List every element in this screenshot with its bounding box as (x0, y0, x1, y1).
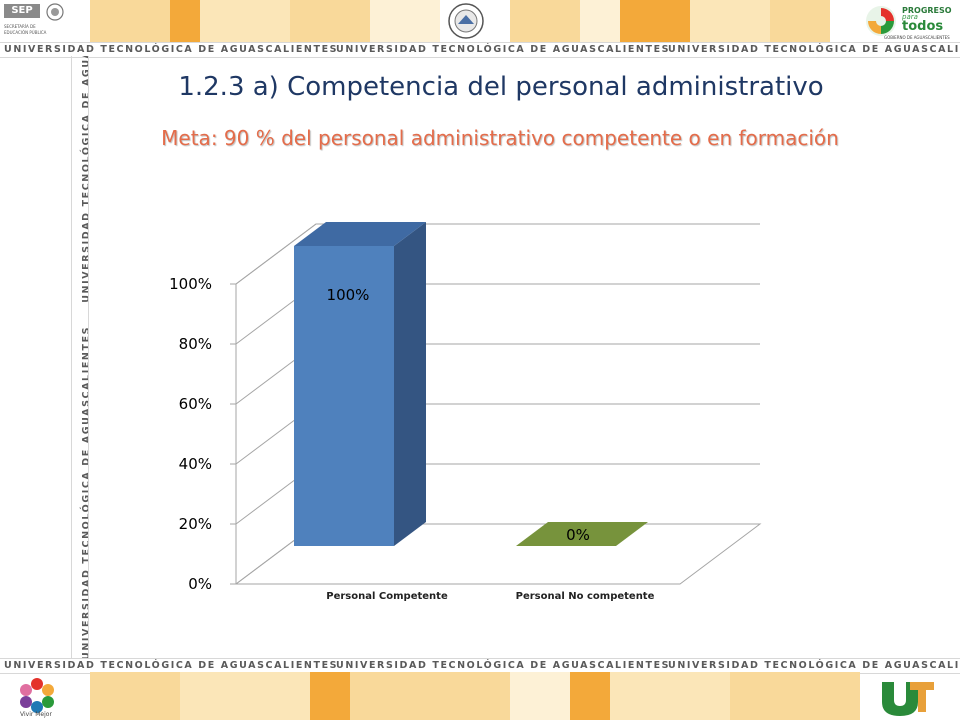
eagle-seal-icon (46, 3, 64, 21)
y-tick-label: 0% (188, 575, 212, 593)
bottom-banner (0, 672, 960, 720)
slide-subtitle: Meta: 90 % del personal administrativo c… (161, 126, 839, 150)
banner-tile (570, 672, 610, 720)
banner-tile (170, 0, 200, 42)
banner-tile (580, 0, 620, 42)
top-banner (0, 0, 960, 42)
progreso-line3: todos (902, 19, 944, 34)
banner-tile (770, 0, 830, 42)
bar-side (394, 222, 426, 546)
banner-tile (510, 672, 570, 720)
sep-logo-text: SEP (4, 4, 40, 18)
top-text-strip: UNIVERSIDAD TECNOLÓGICA DE AGUASCALIENTE… (0, 42, 960, 58)
data-label: 100% (327, 286, 370, 304)
y-tick-label: 80% (179, 335, 212, 353)
progreso-line2: para (902, 13, 918, 21)
banner-text: UNIVERSIDAD TECNOLÓGICA DE AGUASCALIENTE… (4, 44, 339, 55)
progreso-logo: PROGRESO para todos GOBIERNO DE AGUASCAL… (862, 2, 956, 42)
y-tick-label: 100% (169, 275, 212, 293)
banner-text: UNIVERSIDAD TECNOLÓGICA DE AGUASCALIENTE… (668, 660, 960, 671)
banner-tile (290, 0, 370, 42)
vertical-text-strip: UNIVERSIDAD TECNOLÓGICA DE AGUASCALIENTE… (71, 56, 89, 660)
vivir-mejor-flower-icon (20, 678, 54, 713)
banner-tile (730, 672, 860, 720)
chart-x-axis: Personal Competente Personal No competent… (326, 591, 654, 602)
bar-top (516, 522, 648, 546)
chart-y-axis: 0% 20% 40% 60% 80% 100% (169, 275, 236, 593)
university-seal-icon (448, 3, 484, 39)
category-label: Personal No competente (516, 591, 655, 602)
y-tick-label: 20% (179, 515, 212, 533)
banner-tile (90, 0, 170, 42)
banner-text: UNIVERSIDAD TECNOLÓGICA DE AGUASCALIENTE… (668, 44, 960, 55)
bar-front (294, 246, 394, 546)
chart-data-labels: 100% 0% (327, 286, 590, 544)
progreso-line4: GOBIERNO DE AGUASCALIENTES (884, 35, 950, 40)
progreso-swirl-icon (866, 6, 896, 36)
banner-tile (200, 0, 290, 42)
category-label: Personal Competente (326, 591, 448, 602)
bar-top (294, 222, 426, 246)
banner-tile (620, 0, 690, 42)
banner-tile (610, 672, 730, 720)
sep-logo-line1: SECRETARÍA DE (4, 24, 36, 29)
banner-text: UNIVERSIDAD TECNOLÓGICA DE AGUASCALIENTE… (4, 660, 339, 671)
ut-anniversary-logo-icon (882, 682, 934, 716)
slide-title: 1.2.3 a) Competencia del personal admini… (178, 72, 824, 102)
banner-text: UNIVERSIDAD TECNOLÓGICA DE AGUASCALIENTE… (336, 660, 671, 671)
chart-bars (294, 222, 648, 546)
banner-text: UNIVERSIDAD TECNOLÓGICA DE AGUASCALIENTE… (336, 44, 671, 55)
banner-tile (310, 672, 350, 720)
data-label: 0% (566, 526, 590, 544)
banner-tile (370, 0, 440, 42)
gridline (235, 223, 317, 285)
vivir-mejor-label: Vivir Mejor (20, 711, 52, 718)
banner-tile (350, 672, 510, 720)
progreso-line1: PROGRESO (902, 6, 952, 15)
banner-tile (510, 0, 580, 42)
y-tick-label: 40% (179, 455, 212, 473)
sep-logo-line2: EDUCACIÓN PÚBLICA (4, 30, 47, 35)
banner-tile (690, 0, 770, 42)
y-tick-label: 60% (179, 395, 212, 413)
banner-tile (180, 672, 310, 720)
banner-tile (90, 672, 180, 720)
